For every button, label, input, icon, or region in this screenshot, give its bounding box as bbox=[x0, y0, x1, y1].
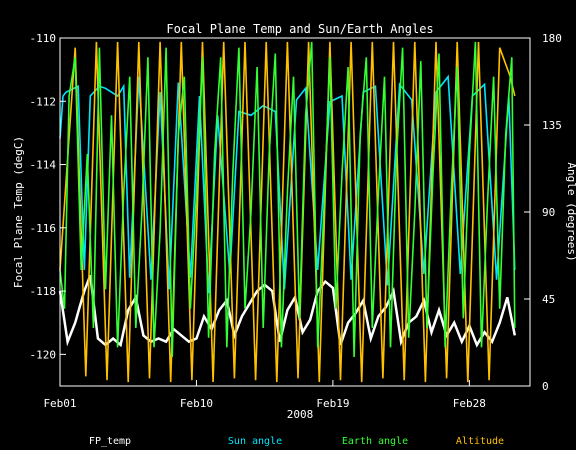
y-tick-label: -114 bbox=[30, 159, 57, 172]
plot-series bbox=[58, 41, 517, 383]
axes: -110 -112 -114 -116 -118 -120 0 45 90 135 180 Feb01… bbox=[30, 32, 562, 410]
legend-item-earth-angle: Earth angle bbox=[342, 436, 408, 447]
y-tick-label: -120 bbox=[30, 348, 57, 361]
legend-item-fp-temp: FP_temp bbox=[89, 436, 131, 447]
y2-axis-label: Angle (degrees) bbox=[565, 162, 576, 261]
y2-tick-label: 45 bbox=[542, 293, 555, 306]
y-tick-label: -110 bbox=[30, 32, 57, 45]
x-tick-label: Feb01 bbox=[43, 397, 76, 410]
chart-title: Focal Plane Temp and Sun/Earth Angles bbox=[166, 22, 433, 36]
y2-tick-label: 0 bbox=[542, 380, 549, 393]
y2-tick-label: 180 bbox=[542, 32, 562, 45]
x-tick-label: Feb10 bbox=[180, 397, 213, 410]
x-axis-label: 2008 bbox=[287, 408, 314, 421]
x-tick-label: Feb19 bbox=[316, 397, 349, 410]
y-tick-label: -118 bbox=[30, 285, 57, 298]
legend: FP_temp Sun angle Earth angle Altitude bbox=[89, 436, 504, 447]
legend-item-altitude: Altitude bbox=[456, 436, 504, 447]
x-tick-label: Feb28 bbox=[453, 397, 486, 410]
y-axis-label: Focal Plane Temp (degC) bbox=[12, 136, 25, 288]
y-tick-label: -112 bbox=[30, 95, 57, 108]
y2-tick-label: 135 bbox=[542, 119, 562, 132]
series-line-fp-temp bbox=[58, 274, 517, 348]
series-line-earth-angle bbox=[59, 41, 516, 358]
series-line-sun-angle bbox=[59, 74, 516, 294]
legend-item-sun-angle: Sun angle bbox=[228, 436, 282, 447]
y-tick-label: -116 bbox=[30, 222, 57, 235]
y2-tick-label: 90 bbox=[542, 206, 555, 219]
